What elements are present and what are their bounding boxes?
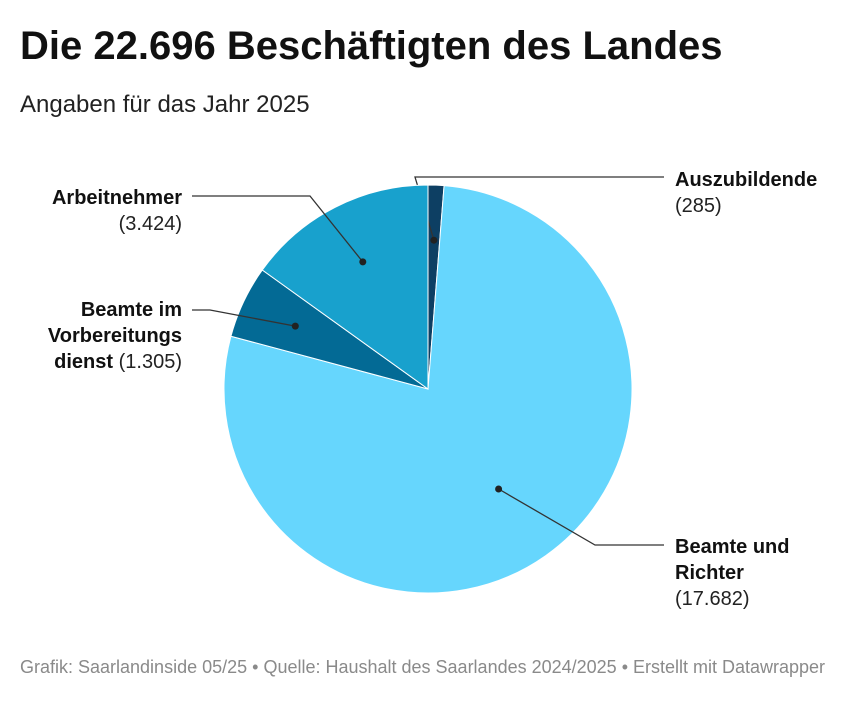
leader-dot-0 bbox=[430, 236, 438, 244]
label-richter-value: (17.682) bbox=[675, 588, 750, 610]
label-arbeitnehmer-value: (3.424) bbox=[118, 213, 182, 235]
label-vorbereitung-line3: dienst bbox=[54, 351, 114, 373]
label-richter-line2: Richter bbox=[675, 562, 744, 584]
label-auszubildende: Auszubildende (285) bbox=[675, 167, 817, 219]
leader-line-1 bbox=[498, 488, 664, 546]
leader-dot-3 bbox=[359, 258, 367, 266]
chart-subtitle: Angaben für das Jahr 2025 bbox=[20, 91, 310, 118]
label-arbeitnehmer-name: Arbeitnehmer bbox=[51, 187, 182, 209]
label-vorbereitung-value: (1.305) bbox=[118, 351, 182, 373]
label-beamte-richter: Beamte und Richter (17.682) bbox=[675, 534, 789, 612]
leader-line-3 bbox=[192, 195, 364, 263]
label-richter-line1: Beamte und bbox=[675, 536, 790, 558]
pie-slice-3 bbox=[261, 184, 429, 390]
label-auszubildende-name: Auszubildende bbox=[675, 169, 818, 191]
label-vorbereitung-line1: Beamte im bbox=[80, 299, 182, 321]
label-beamte-vorbereitungsdienst: Beamte im Vorbereitungs dienst (1.305) bbox=[0, 297, 182, 375]
label-auszubildende-value: (285) bbox=[675, 195, 722, 217]
chart-footer: Grafik: Saarlandinside 05/25 • Quelle: H… bbox=[20, 657, 826, 677]
leader-line-2 bbox=[192, 309, 296, 327]
leader-dot-2 bbox=[291, 322, 299, 330]
leader-dot-1 bbox=[495, 485, 503, 493]
chart-title: Die 22.696 Beschäftigten des Landes bbox=[20, 24, 723, 68]
label-vorbereitung-line2: Vorbereitungs bbox=[47, 325, 182, 347]
label-arbeitnehmer: Arbeitnehmer (3.424) bbox=[0, 185, 182, 237]
